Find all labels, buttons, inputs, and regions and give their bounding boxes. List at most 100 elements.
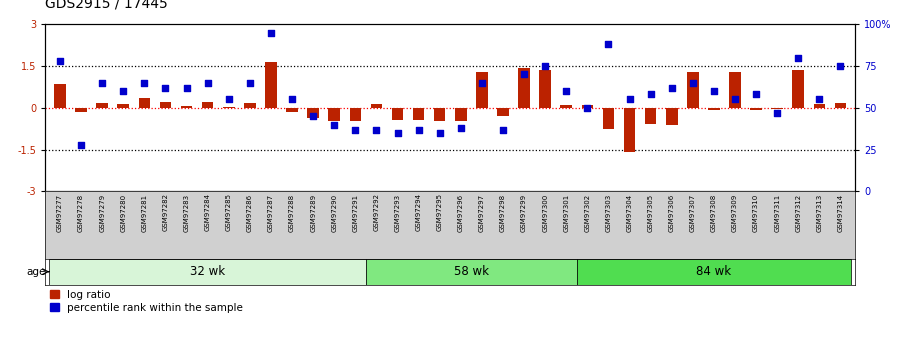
Text: GSM97312: GSM97312 — [795, 194, 801, 231]
Point — [179, 85, 194, 90]
Point — [580, 105, 595, 110]
Point — [285, 97, 300, 102]
Bar — [308, 108, 319, 118]
Text: GSM97286: GSM97286 — [247, 194, 252, 231]
Text: GSM97313: GSM97313 — [816, 194, 823, 232]
Text: age: age — [26, 267, 45, 277]
Text: GSM97296: GSM97296 — [458, 194, 463, 231]
Point — [664, 85, 679, 90]
Text: GSM97308: GSM97308 — [711, 194, 717, 232]
Point — [812, 97, 826, 102]
Point — [74, 142, 89, 147]
Point — [200, 80, 214, 86]
Bar — [708, 108, 719, 110]
Bar — [624, 108, 635, 152]
Bar — [159, 102, 171, 108]
Bar — [582, 105, 593, 108]
Point — [770, 110, 785, 116]
Text: GSM97277: GSM97277 — [57, 194, 63, 231]
Text: GSM97292: GSM97292 — [374, 194, 379, 231]
Point — [601, 41, 615, 47]
Point — [643, 92, 658, 97]
Point — [412, 127, 426, 132]
Text: GSM97304: GSM97304 — [626, 194, 633, 231]
Bar — [729, 72, 741, 108]
Point — [496, 127, 510, 132]
Point — [138, 80, 152, 86]
Bar — [750, 108, 762, 110]
Text: GSM97289: GSM97289 — [310, 194, 316, 231]
Text: GSM97310: GSM97310 — [753, 194, 759, 232]
Bar — [371, 104, 382, 108]
Point — [369, 127, 384, 132]
Text: GSM97305: GSM97305 — [648, 194, 653, 231]
Text: GSM97302: GSM97302 — [585, 194, 590, 231]
Bar — [75, 108, 87, 112]
Point — [686, 80, 700, 86]
Bar — [645, 108, 656, 124]
Text: GSM97294: GSM97294 — [415, 194, 422, 231]
Bar — [413, 108, 424, 119]
Bar — [576, 259, 851, 285]
Bar — [118, 104, 129, 108]
Point — [52, 58, 67, 64]
Bar — [539, 70, 551, 108]
Text: GSM97279: GSM97279 — [100, 194, 105, 231]
Text: GSM97293: GSM97293 — [395, 194, 401, 231]
Bar — [519, 68, 529, 108]
Bar — [433, 108, 445, 121]
Bar — [476, 72, 488, 108]
Text: GSM97281: GSM97281 — [141, 194, 148, 231]
Point — [306, 114, 320, 119]
Point — [707, 88, 721, 94]
Text: GSM97287: GSM97287 — [268, 194, 274, 231]
Text: GDS2915 / 17445: GDS2915 / 17445 — [45, 0, 168, 11]
Text: GSM97311: GSM97311 — [774, 194, 780, 232]
Point — [834, 63, 848, 69]
Point — [390, 130, 405, 136]
Bar — [497, 108, 509, 116]
Bar — [286, 108, 298, 112]
Point — [559, 88, 574, 94]
Text: 32 wk: 32 wk — [190, 265, 225, 278]
Point — [748, 92, 763, 97]
Point — [791, 55, 805, 60]
Bar — [349, 108, 361, 121]
Bar — [814, 104, 825, 108]
Legend: log ratio, percentile rank within the sample: log ratio, percentile rank within the sa… — [51, 290, 243, 313]
Point — [327, 122, 341, 127]
Text: 58 wk: 58 wk — [453, 265, 489, 278]
Text: GSM97284: GSM97284 — [205, 194, 211, 231]
Text: GSM97307: GSM97307 — [690, 194, 696, 232]
Point — [263, 30, 278, 35]
Text: GSM97300: GSM97300 — [542, 194, 548, 232]
Bar — [666, 108, 678, 125]
Text: GSM97306: GSM97306 — [669, 194, 675, 232]
Point — [116, 88, 130, 94]
Text: GSM97297: GSM97297 — [479, 194, 485, 231]
Text: GSM97290: GSM97290 — [331, 194, 338, 231]
Text: GSM97282: GSM97282 — [163, 194, 168, 231]
Text: GSM97288: GSM97288 — [289, 194, 295, 231]
Text: GSM97295: GSM97295 — [437, 194, 443, 231]
Text: GSM97285: GSM97285 — [225, 194, 232, 231]
Point — [517, 72, 531, 77]
Text: GSM97314: GSM97314 — [837, 194, 843, 231]
Bar — [455, 108, 467, 121]
Point — [95, 80, 110, 86]
Bar — [392, 108, 404, 119]
Point — [728, 97, 742, 102]
Bar — [834, 103, 846, 108]
Point — [538, 63, 552, 69]
Point — [433, 130, 447, 136]
Text: GSM97309: GSM97309 — [732, 194, 738, 232]
Bar — [771, 108, 783, 109]
Bar — [603, 108, 614, 129]
Bar — [560, 105, 572, 108]
Text: GSM97283: GSM97283 — [184, 194, 189, 231]
Bar — [223, 107, 234, 108]
Text: GSM97280: GSM97280 — [120, 194, 127, 231]
Bar — [50, 259, 366, 285]
Point — [348, 127, 363, 132]
Point — [623, 97, 637, 102]
